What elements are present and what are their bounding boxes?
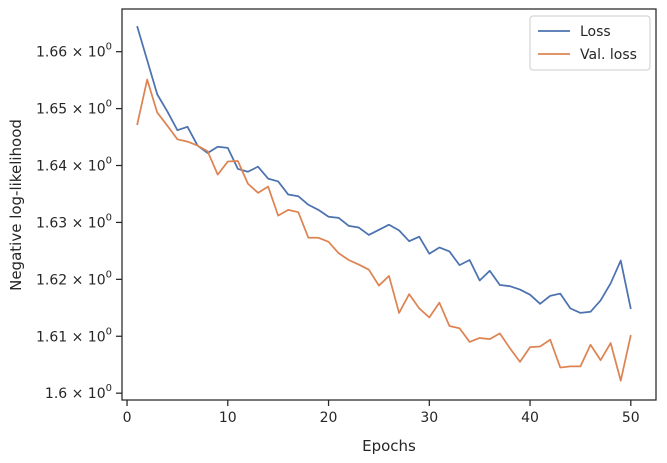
y-tick-label: 1.62 × 100 <box>36 269 112 288</box>
y-tick-label: 1.64 × 100 <box>36 156 112 175</box>
y-tick-label: 1.6 × 100 <box>45 383 112 402</box>
x-tick-label: 40 <box>521 410 539 426</box>
series-line-loss <box>136 25 632 314</box>
x-axis: 0 10 20 30 40 50 <box>123 400 640 426</box>
y-axis: 1.6 × 100 1.61 × 100 1.62 × 100 1.63 × 100 1… <box>36 42 122 402</box>
x-tick-label: 20 <box>320 410 338 426</box>
x-tick-label: 0 <box>123 410 132 426</box>
x-tick-label: 10 <box>219 410 237 426</box>
series-line-val-loss <box>136 78 632 382</box>
x-tick-label: 30 <box>420 410 438 426</box>
legend-label-loss: Loss <box>580 24 611 40</box>
y-tick-label: 1.63 × 100 <box>36 212 112 231</box>
x-axis-label: Epochs <box>362 437 416 455</box>
y-tick-label: 1.61 × 100 <box>36 326 112 345</box>
legend-box <box>529 15 651 71</box>
y-tick-label: 1.66 × 100 <box>36 42 112 61</box>
legend-label-val-loss: Val. loss <box>580 47 637 63</box>
y-tick-label: 1.65 × 100 <box>36 99 112 118</box>
plot-layer <box>136 25 632 382</box>
legend: Loss Val. loss <box>529 15 651 71</box>
y-axis-label: Negative log-likelihood <box>7 119 25 291</box>
plot-frame <box>121 8 657 401</box>
x-tick-label: 50 <box>622 410 640 426</box>
